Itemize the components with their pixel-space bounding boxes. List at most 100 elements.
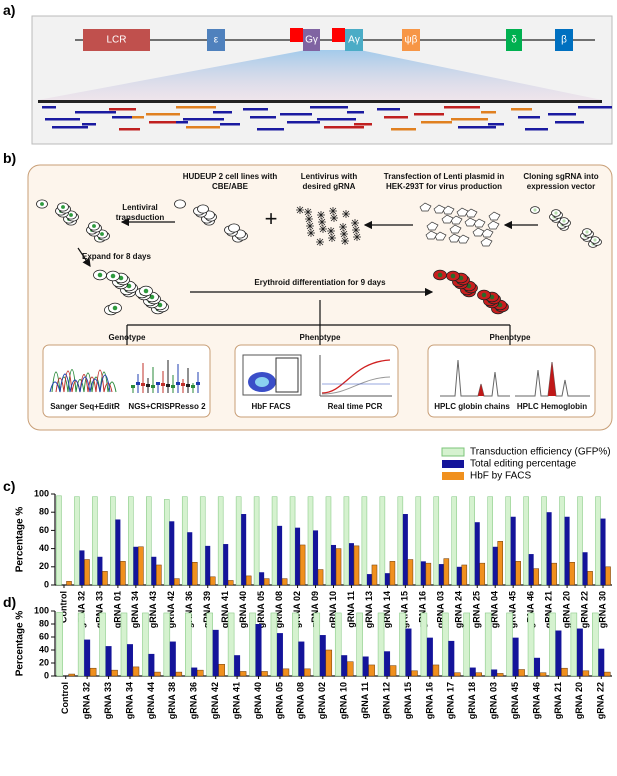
gene-box [555, 29, 573, 51]
track-feature [317, 118, 356, 121]
x-tick-label: gRNA 46 [526, 591, 536, 628]
ngs-base [196, 382, 200, 385]
y-tick-label: 0 [44, 670, 49, 680]
bar [205, 545, 211, 585]
bar [348, 543, 354, 585]
x-tick-label: gRNA 25 [472, 591, 482, 628]
bar [191, 667, 198, 676]
legend-label: HbF by FACS [470, 471, 531, 482]
nucleus [69, 213, 73, 217]
arrows [77, 217, 538, 345]
bar [212, 629, 219, 676]
bar [174, 578, 180, 586]
nucleus [585, 230, 589, 234]
x-tick-label: gRNA 33 [94, 591, 104, 628]
nucleus [110, 273, 116, 279]
virus [340, 230, 348, 238]
x-tick-label: gRNA 20 [561, 591, 571, 628]
bar [313, 530, 319, 585]
bar [218, 664, 225, 677]
track-feature [75, 111, 116, 114]
x-tick-label: gRNA 02 [317, 682, 327, 719]
track-feature [257, 128, 284, 131]
x-tick-label: gRNA 16 [418, 591, 428, 628]
legend-swatch [442, 472, 464, 480]
method-label: HbF FACS [251, 402, 291, 411]
ngs-base [156, 382, 160, 385]
step-label: Expand for 8 days [82, 252, 151, 261]
y-tick-label: 80 [39, 618, 49, 628]
x-tick-label: gRNA 45 [508, 591, 518, 628]
hek-cell [487, 220, 500, 230]
bar [111, 669, 118, 677]
nucleus [143, 288, 149, 294]
bar [133, 546, 139, 585]
bar [523, 496, 529, 586]
virus [305, 215, 313, 223]
bar [420, 612, 428, 677]
bar [295, 527, 301, 585]
track-feature [384, 116, 408, 119]
bar [527, 612, 535, 677]
bar [448, 640, 455, 676]
bar [356, 612, 363, 677]
bar [443, 558, 450, 586]
gene-label: Gγ [305, 35, 318, 46]
virus [341, 237, 349, 245]
bar [425, 562, 432, 586]
bar [484, 612, 492, 677]
track-feature [511, 108, 532, 111]
nucleus [466, 283, 472, 289]
virus [342, 210, 350, 218]
bar [491, 669, 498, 676]
nucleus [437, 272, 443, 278]
track-feature [354, 123, 372, 126]
bar [582, 670, 590, 677]
bar [510, 516, 516, 585]
bar [366, 574, 372, 585]
bar [551, 562, 557, 586]
x-tick-label: gRNA 18 [467, 682, 477, 719]
track-feature [119, 128, 140, 131]
bar [474, 522, 480, 585]
virus [306, 222, 314, 230]
hek-cell [450, 215, 463, 225]
hek-cell [426, 221, 439, 231]
bar [292, 612, 299, 677]
x-tick-label: gRNA 10 [328, 591, 338, 628]
tree-lines [126, 300, 511, 345]
bar [235, 496, 242, 586]
x-tick-label: gRNA 22 [596, 682, 606, 719]
x-tick-label: gRNA 04 [490, 591, 500, 628]
step-label: Lentiviral transduction [115, 203, 165, 222]
bar [604, 671, 611, 677]
track-feature [243, 108, 268, 111]
virus [319, 225, 327, 233]
bar [187, 532, 193, 585]
hek-cell [442, 205, 455, 215]
bar [304, 668, 311, 677]
gene-label: ψβ [405, 35, 418, 46]
track-feature [377, 108, 400, 111]
track-feature [287, 121, 320, 124]
virus [317, 211, 325, 219]
x-tick-label: gRNA 32 [76, 591, 86, 628]
track-feature [280, 113, 312, 116]
x-tick-label: gRNA 22 [579, 591, 589, 628]
bar [463, 612, 471, 677]
nucleus [100, 232, 104, 236]
hek-cell [464, 217, 477, 227]
track-feature [183, 118, 224, 121]
nucleus [554, 211, 558, 215]
bar [120, 561, 126, 586]
hek-cell [441, 214, 454, 224]
panel-label: a) [3, 2, 16, 18]
bar [163, 499, 170, 586]
bar [549, 612, 556, 677]
bar [330, 544, 337, 585]
bar [185, 612, 192, 677]
ngs-base [141, 383, 145, 386]
nucleus [126, 283, 132, 289]
ngs-base [181, 383, 185, 386]
hek-cell [425, 230, 438, 240]
